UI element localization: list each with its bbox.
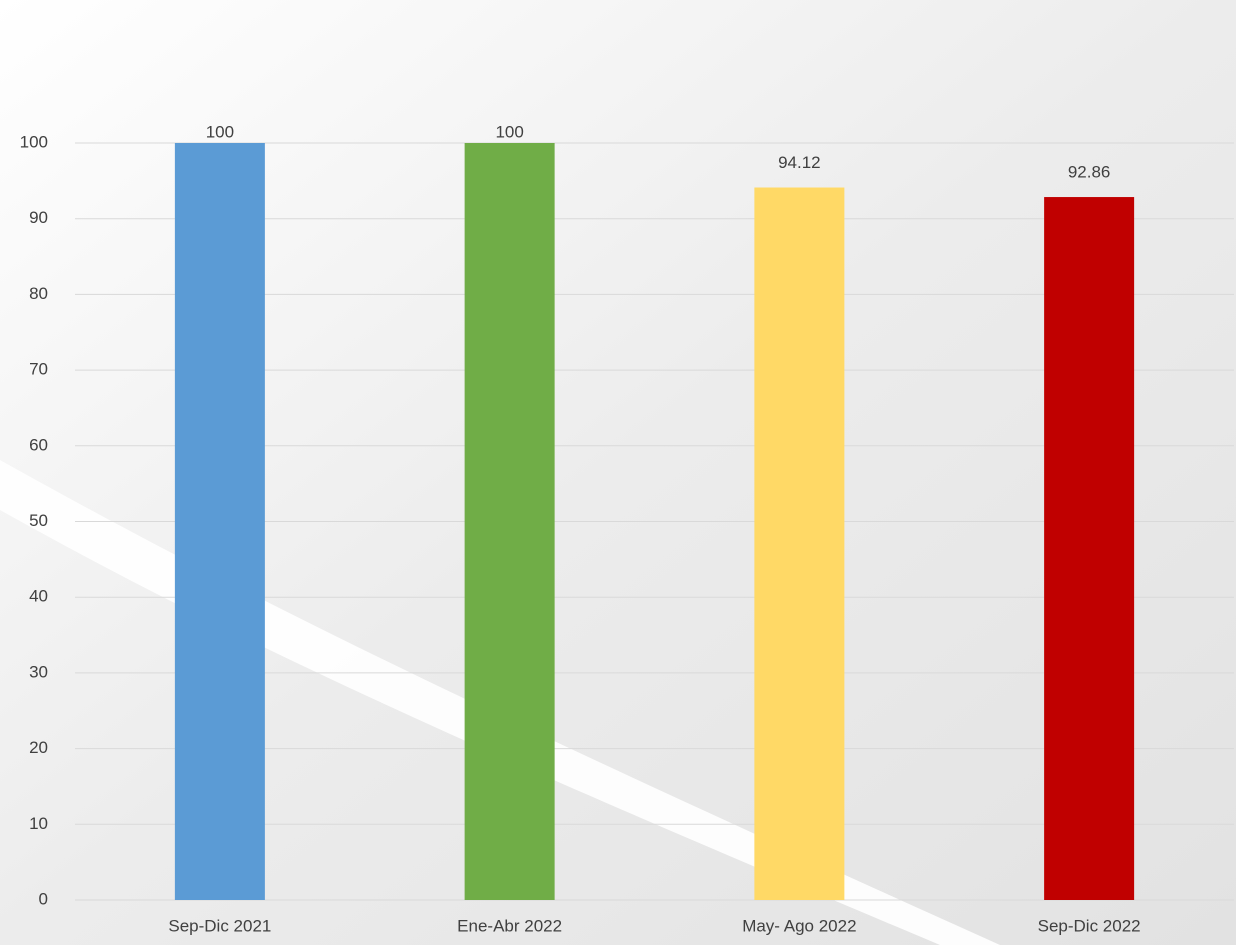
y-tick-label: 20 [29,738,48,757]
x-tick-label: May- Ago 2022 [742,916,856,935]
y-tick-label: 60 [29,435,48,454]
y-tick-label: 50 [29,511,48,530]
plot-area: 0 10 20 30 40 50 60 70 80 90 100 Sep-Dic 2021 100 Ene… [20,122,1234,935]
data-label: 100 [206,122,234,141]
x-tick-label: Ene-Abr 2022 [457,916,562,935]
y-tick-label: 80 [29,284,48,303]
bar [464,143,555,900]
y-tick-label: 90 [29,208,48,227]
y-tick-label: 40 [29,587,48,606]
x-tick-label: Sep-Dic 2021 [168,916,271,935]
bar [1044,197,1135,900]
data-label: 100 [495,122,523,141]
y-tick-label: 100 [20,132,48,151]
data-label: 94.12 [778,153,821,172]
y-tick-label: 30 [29,662,48,681]
x-tick-label: Sep-Dic 2022 [1038,916,1141,935]
data-label: 92.86 [1068,163,1111,182]
y-tick-label: 0 [39,889,48,908]
y-tick-label: 10 [29,814,48,833]
bar [174,143,265,900]
bar [754,187,845,900]
y-tick-label: 70 [29,360,48,379]
